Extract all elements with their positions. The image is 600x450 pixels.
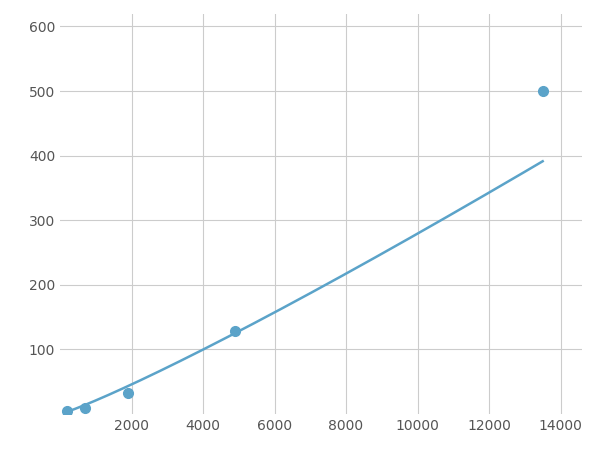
Point <box>123 390 133 397</box>
Point <box>538 87 547 94</box>
Point <box>80 404 90 411</box>
Point <box>62 407 72 414</box>
Point <box>230 328 240 335</box>
